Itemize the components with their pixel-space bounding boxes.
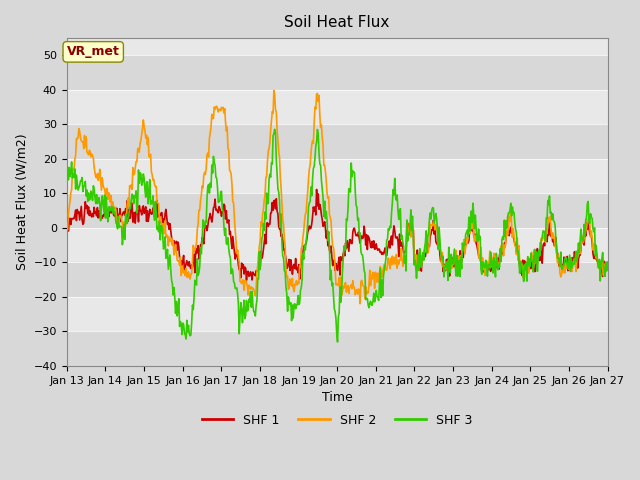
Bar: [67, 331, 607, 366]
Bar: [67, 55, 607, 90]
Title: Soil Heat Flux: Soil Heat Flux: [284, 15, 390, 30]
Bar: [67, 124, 607, 159]
X-axis label: Time: Time: [322, 391, 353, 404]
Bar: [67, 90, 607, 124]
Bar: [67, 193, 607, 228]
Bar: [67, 297, 607, 331]
Bar: [67, 159, 607, 193]
Y-axis label: Soil Heat Flux (W/m2): Soil Heat Flux (W/m2): [15, 134, 28, 270]
Legend: SHF 1, SHF 2, SHF 3: SHF 1, SHF 2, SHF 3: [197, 409, 477, 432]
Text: VR_met: VR_met: [67, 46, 120, 59]
Bar: [67, 228, 607, 263]
Bar: [67, 263, 607, 297]
